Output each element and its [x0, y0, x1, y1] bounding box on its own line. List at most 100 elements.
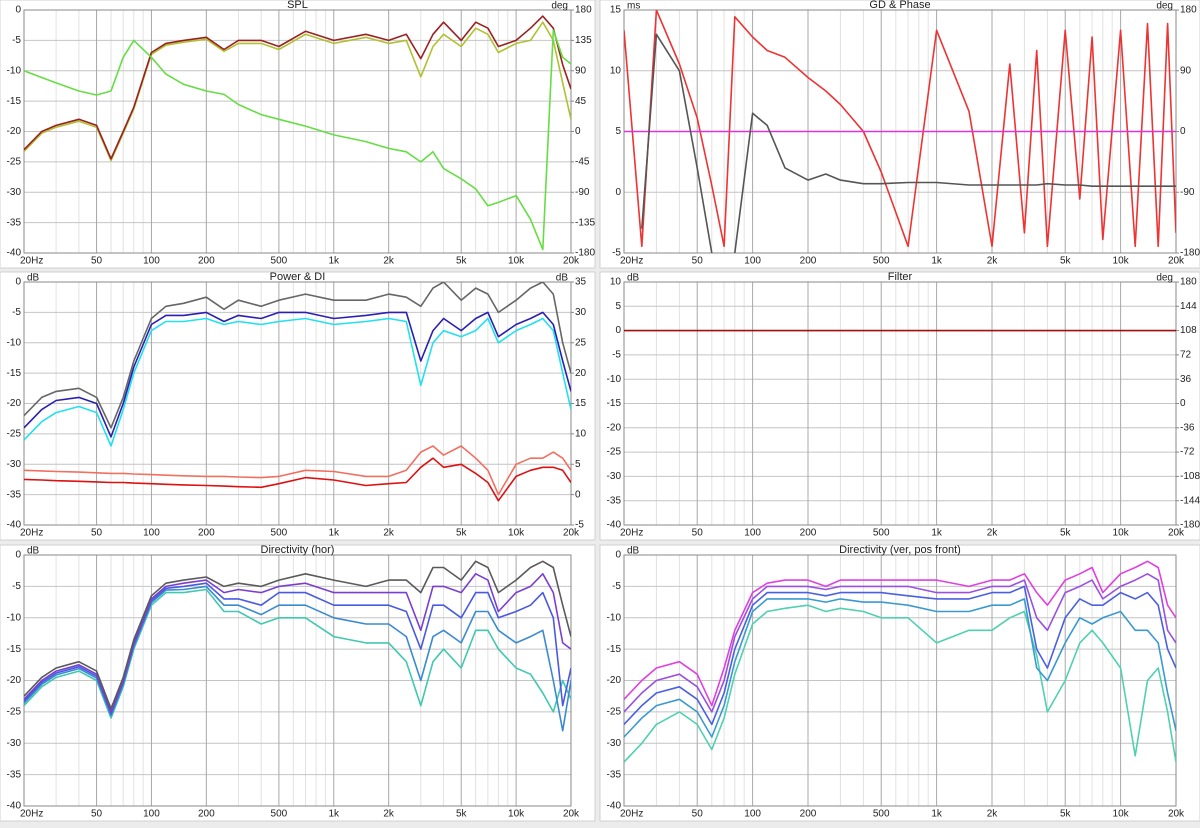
y2-tick-label: 10	[575, 429, 587, 440]
x-tick-label: 5k	[1060, 256, 1072, 267]
y2-tick-label: 180	[1180, 277, 1197, 288]
y-tick-label: 0	[15, 5, 21, 16]
plot-frame	[23, 281, 572, 526]
y-tick-label: -40	[7, 801, 22, 812]
y-tick-label: 0	[615, 325, 621, 336]
y-tick-label: -30	[607, 471, 622, 482]
y-tick-label: 5	[615, 301, 621, 312]
y-tick-label: 0	[615, 550, 621, 561]
x-tick-label: 100	[143, 528, 160, 539]
y2-tick-label: 45	[575, 96, 587, 107]
series-line	[24, 588, 571, 719]
x-tick-label: 2k	[383, 528, 395, 539]
y-tick-label: -10	[607, 612, 622, 623]
y-unit: dB	[27, 273, 40, 284]
y-tick-label: -20	[7, 675, 22, 686]
chart-panel: 0 -5 -10 -15 -20 -25 -30 -35 -40 180 135 90 45 0 -45 -9…	[0, 0, 596, 269]
chart-panel: 0-5-10-15-20-25-30-35-4035302520151050-5…	[0, 271, 596, 541]
y2-tick-label: 72	[1180, 350, 1192, 361]
x-tick-label: 20Hz	[20, 528, 43, 539]
series-line	[24, 457, 571, 502]
y-tick-label: -40	[607, 520, 622, 531]
y-tick-label: -25	[7, 157, 22, 168]
y-tick-label: -35	[607, 495, 622, 506]
plot-frame	[623, 554, 1177, 807]
y-tick-label: -10	[7, 65, 22, 76]
y2-tick-label: 90	[1180, 65, 1192, 76]
x-tick-label: 1k	[328, 256, 340, 267]
x-tick-label: 5k	[1060, 528, 1072, 539]
series-line	[24, 311, 571, 438]
y-tick-label: -30	[607, 738, 622, 749]
y2-tick-label: 0	[1180, 126, 1186, 137]
series-line	[624, 573, 1176, 713]
series-line	[624, 560, 1176, 707]
x-tick-label: 20Hz	[20, 809, 43, 820]
x-tick-label: 10k	[508, 809, 525, 820]
series-line	[624, 10, 1176, 248]
x-tick-label: 2k	[383, 809, 395, 820]
x-tick-label: 200	[198, 809, 215, 820]
y-tick-label: -15	[7, 96, 22, 107]
y2-tick-label: 20	[575, 368, 587, 379]
x-tick-label: 200	[800, 528, 817, 539]
y2-unit: deg	[551, 1, 568, 12]
y-tick-label: -10	[607, 374, 622, 385]
y-tick-label: 10	[610, 277, 622, 288]
y2-tick-label: 0	[575, 126, 581, 137]
x-tick-label: 20Hz	[620, 809, 643, 820]
y-tick-label: -15	[7, 368, 22, 379]
y-unit: ms	[627, 1, 640, 12]
y-unit: dB	[627, 273, 640, 284]
x-tick-label: 500	[271, 256, 288, 267]
x-tick-label: 500	[873, 528, 890, 539]
y-tick-label: -10	[7, 337, 22, 348]
y2-tick-label: 90	[575, 65, 587, 76]
x-tick-label: 100	[744, 256, 761, 267]
y2-tick-label: 180	[1180, 5, 1197, 16]
x-tick-label: 20k	[563, 809, 580, 820]
x-tick-label: 20Hz	[620, 256, 643, 267]
y-tick-label: -10	[7, 612, 22, 623]
series-line	[624, 585, 1176, 726]
x-tick-label: 200	[800, 256, 817, 267]
y2-tick-label: 0	[575, 489, 581, 500]
y2-tick-label: -135	[575, 217, 595, 228]
y-tick-label: -15	[607, 644, 622, 655]
y-tick-label: -5	[12, 581, 21, 592]
x-tick-label: 20k	[1168, 256, 1185, 267]
x-tick-label: 500	[271, 809, 288, 820]
x-tick-label: 100	[143, 256, 160, 267]
chart-title: GD & Phase	[869, 0, 930, 11]
x-tick-label: 1k	[328, 809, 340, 820]
y2-tick-label: 36	[1180, 374, 1192, 385]
series-line	[624, 604, 1176, 763]
y-tick-label: 0	[15, 277, 21, 288]
chart-title: SPL	[287, 0, 308, 11]
series-line	[24, 445, 571, 496]
x-tick-label: 200	[198, 256, 215, 267]
y-tick-label: -35	[7, 489, 22, 500]
y2-tick-label: -180	[1180, 520, 1200, 531]
y-tick-label: -25	[7, 707, 22, 718]
y-tick-label: -35	[7, 217, 22, 228]
x-tick-label: 50	[692, 809, 704, 820]
y-tick-label: -35	[7, 769, 22, 780]
y2-tick-label: -90	[575, 187, 590, 198]
y2-tick-label: 135	[575, 35, 592, 46]
y-tick-label: 15	[610, 5, 622, 16]
y2-tick-label: -5	[575, 520, 584, 531]
x-tick-label: 50	[91, 528, 103, 539]
y2-tick-label: -144	[1180, 495, 1200, 506]
y-tick-label: -25	[607, 447, 622, 458]
x-tick-label: 20Hz	[620, 528, 643, 539]
y-tick-label: -5	[612, 581, 621, 592]
y2-tick-label: -180	[575, 248, 595, 259]
series-line	[24, 282, 571, 429]
y2-tick-label: 108	[1180, 325, 1197, 336]
x-tick-label: 500	[873, 256, 890, 267]
y-tick-label: -30	[7, 738, 22, 749]
